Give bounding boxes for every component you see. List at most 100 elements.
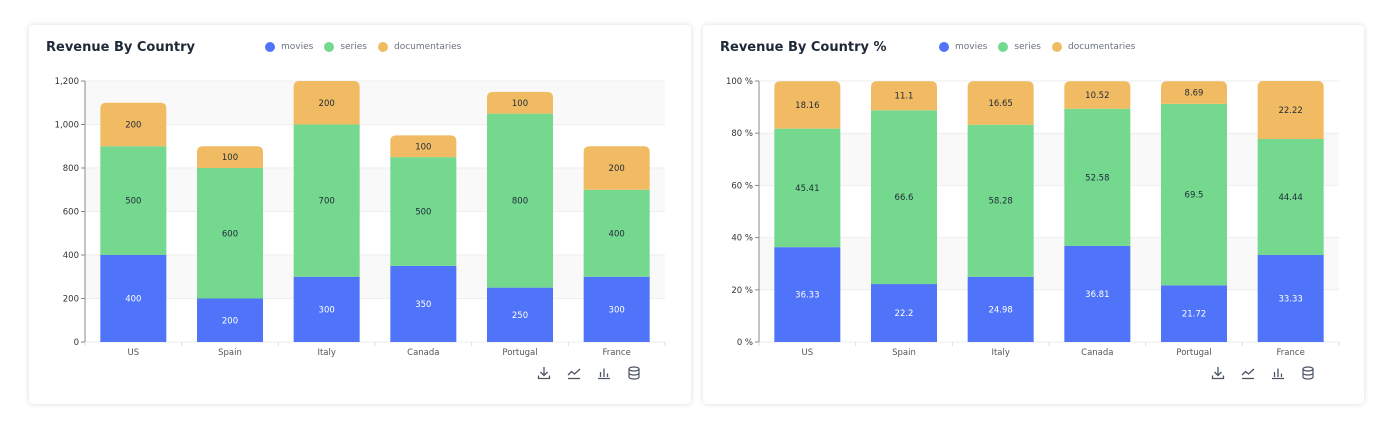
data-view-icon bbox=[628, 366, 640, 380]
grid-band bbox=[85, 298, 665, 342]
legend-item-movies[interactable]: movies bbox=[265, 42, 313, 52]
bar-segment-movies[interactable] bbox=[583, 276, 650, 342]
download-button[interactable] bbox=[1210, 365, 1226, 381]
bar-segment-movies[interactable] bbox=[390, 265, 457, 342]
bar-chart-icon bbox=[598, 368, 610, 380]
y-tick-label: 20 % bbox=[731, 286, 753, 296]
data-label: 300 bbox=[319, 305, 335, 315]
data-label: 8.69 bbox=[1185, 89, 1204, 99]
bar-segment-movies[interactable] bbox=[1161, 285, 1227, 342]
bar-segment-documentaries[interactable] bbox=[293, 81, 360, 125]
legend-item-documentaries[interactable]: documentaries bbox=[377, 42, 462, 52]
data-label: 10.52 bbox=[1085, 91, 1109, 101]
chart-title: Revenue By Country % bbox=[720, 40, 887, 55]
legend-marker bbox=[1051, 42, 1062, 52]
bar-segment-series[interactable] bbox=[967, 124, 1034, 277]
data-view-button[interactable] bbox=[626, 365, 642, 381]
data-label: 100 bbox=[222, 153, 238, 163]
data-label: 400 bbox=[609, 229, 625, 239]
bar-segment-series[interactable] bbox=[1161, 103, 1227, 286]
bar-segment-documentaries[interactable] bbox=[1257, 81, 1324, 140]
line-chart-icon bbox=[1241, 368, 1255, 380]
switch-to-line-button[interactable] bbox=[566, 365, 582, 381]
data-label: 200 bbox=[319, 99, 335, 109]
data-label: 200 bbox=[125, 121, 141, 131]
legend-label: movies bbox=[955, 42, 988, 52]
bar-segment-documentaries[interactable] bbox=[871, 81, 937, 111]
data-view-icon bbox=[1302, 366, 1314, 380]
legend-label: series bbox=[340, 42, 367, 52]
bar-segment-movies[interactable] bbox=[967, 276, 1034, 342]
bar-segment-movies[interactable] bbox=[293, 276, 360, 342]
line-chart-icon bbox=[567, 368, 581, 380]
grid-band bbox=[85, 211, 665, 255]
bar-segment-documentaries[interactable] bbox=[487, 91, 553, 114]
bar-segment-documentaries[interactable] bbox=[100, 102, 167, 147]
legend-item-documentaries[interactable]: documentaries bbox=[1051, 42, 1136, 52]
grid-band bbox=[759, 81, 1339, 134]
bar-segment-documentaries[interactable] bbox=[197, 146, 263, 168]
bar-segment-series[interactable] bbox=[487, 113, 553, 288]
legend-marker bbox=[265, 42, 275, 52]
x-tick-label: US bbox=[128, 348, 140, 358]
data-label: 18.16 bbox=[795, 101, 819, 111]
bar-segment-series[interactable] bbox=[583, 189, 650, 277]
x-tick-label: US bbox=[802, 348, 814, 358]
bar-segment-documentaries[interactable] bbox=[1064, 81, 1131, 109]
legend-label: documentaries bbox=[393, 42, 462, 52]
bar-segment-movies[interactable] bbox=[774, 247, 841, 342]
data-label: 36.81 bbox=[1085, 290, 1109, 300]
x-tick-label: Portugal bbox=[1176, 348, 1211, 358]
x-tick-label: Portugal bbox=[502, 348, 537, 358]
bar-segment-movies[interactable] bbox=[197, 298, 263, 343]
y-tick-label: 200 bbox=[63, 295, 79, 305]
data-label: 400 bbox=[125, 295, 141, 305]
bar-segment-documentaries[interactable] bbox=[583, 146, 650, 190]
y-tick-label: 400 bbox=[63, 251, 79, 261]
bar-segment-series[interactable] bbox=[100, 146, 167, 255]
download-button[interactable] bbox=[536, 365, 552, 381]
data-label: 52.58 bbox=[1085, 173, 1109, 183]
bar-segment-series[interactable] bbox=[1064, 108, 1131, 246]
bar-segment-series[interactable] bbox=[197, 168, 263, 299]
data-label: 100 bbox=[415, 142, 431, 152]
data-view-button[interactable] bbox=[1300, 365, 1316, 381]
legend-label: series bbox=[1014, 42, 1041, 52]
grid-band bbox=[85, 124, 665, 168]
x-tick-label: Spain bbox=[892, 348, 916, 358]
legend-item-series[interactable]: series bbox=[324, 42, 367, 52]
bar-segment-series[interactable] bbox=[871, 110, 937, 285]
legend-label: movies bbox=[281, 42, 314, 52]
bar-segment-movies[interactable] bbox=[1257, 255, 1324, 342]
bar-segment-movies[interactable] bbox=[487, 287, 553, 342]
download-icon bbox=[537, 367, 551, 380]
stacked-bar-chart: 0 200 400 600 800 1,000 1,200 400 500 200 US 200 600… bbox=[55, 77, 666, 358]
data-label: 45.41 bbox=[795, 184, 819, 194]
bar-segment-documentaries[interactable] bbox=[1161, 81, 1227, 104]
data-label: 300 bbox=[609, 305, 625, 315]
bar-segment-documentaries[interactable] bbox=[774, 81, 841, 129]
bar-segment-series[interactable] bbox=[774, 128, 841, 248]
bar-segment-series[interactable] bbox=[390, 157, 457, 266]
data-label: 11.1 bbox=[895, 92, 914, 102]
y-tick-label: 1,200 bbox=[55, 77, 79, 87]
bar-segment-documentaries[interactable] bbox=[967, 81, 1034, 125]
chart-title: Revenue By Country bbox=[46, 40, 195, 55]
data-label: 33.33 bbox=[1278, 295, 1302, 305]
switch-to-line-button[interactable] bbox=[1240, 365, 1256, 381]
bar-segment-series[interactable] bbox=[293, 124, 360, 277]
legend-label: documentaries bbox=[1067, 42, 1136, 52]
bar-segment-movies[interactable] bbox=[1064, 245, 1131, 342]
bar-segment-series[interactable] bbox=[1257, 139, 1324, 256]
stacked-bar-chart-percent: 0 % 20 % 40 % 60 % 80 % 100 % 36.33 45.41 18.16 U… bbox=[726, 77, 1340, 358]
legend-item-series[interactable]: series bbox=[998, 42, 1041, 52]
bar-segment-movies[interactable] bbox=[871, 284, 937, 342]
grid-band bbox=[759, 185, 1339, 238]
data-label: 21.72 bbox=[1182, 310, 1206, 320]
bar-segment-documentaries[interactable] bbox=[390, 135, 457, 158]
switch-to-bar-button[interactable] bbox=[596, 365, 612, 381]
bar-segment-movies[interactable] bbox=[100, 255, 167, 342]
switch-to-bar-button[interactable] bbox=[1270, 365, 1286, 381]
legend-item-movies[interactable]: movies bbox=[939, 42, 987, 52]
y-tick-label: 1,000 bbox=[55, 121, 79, 131]
